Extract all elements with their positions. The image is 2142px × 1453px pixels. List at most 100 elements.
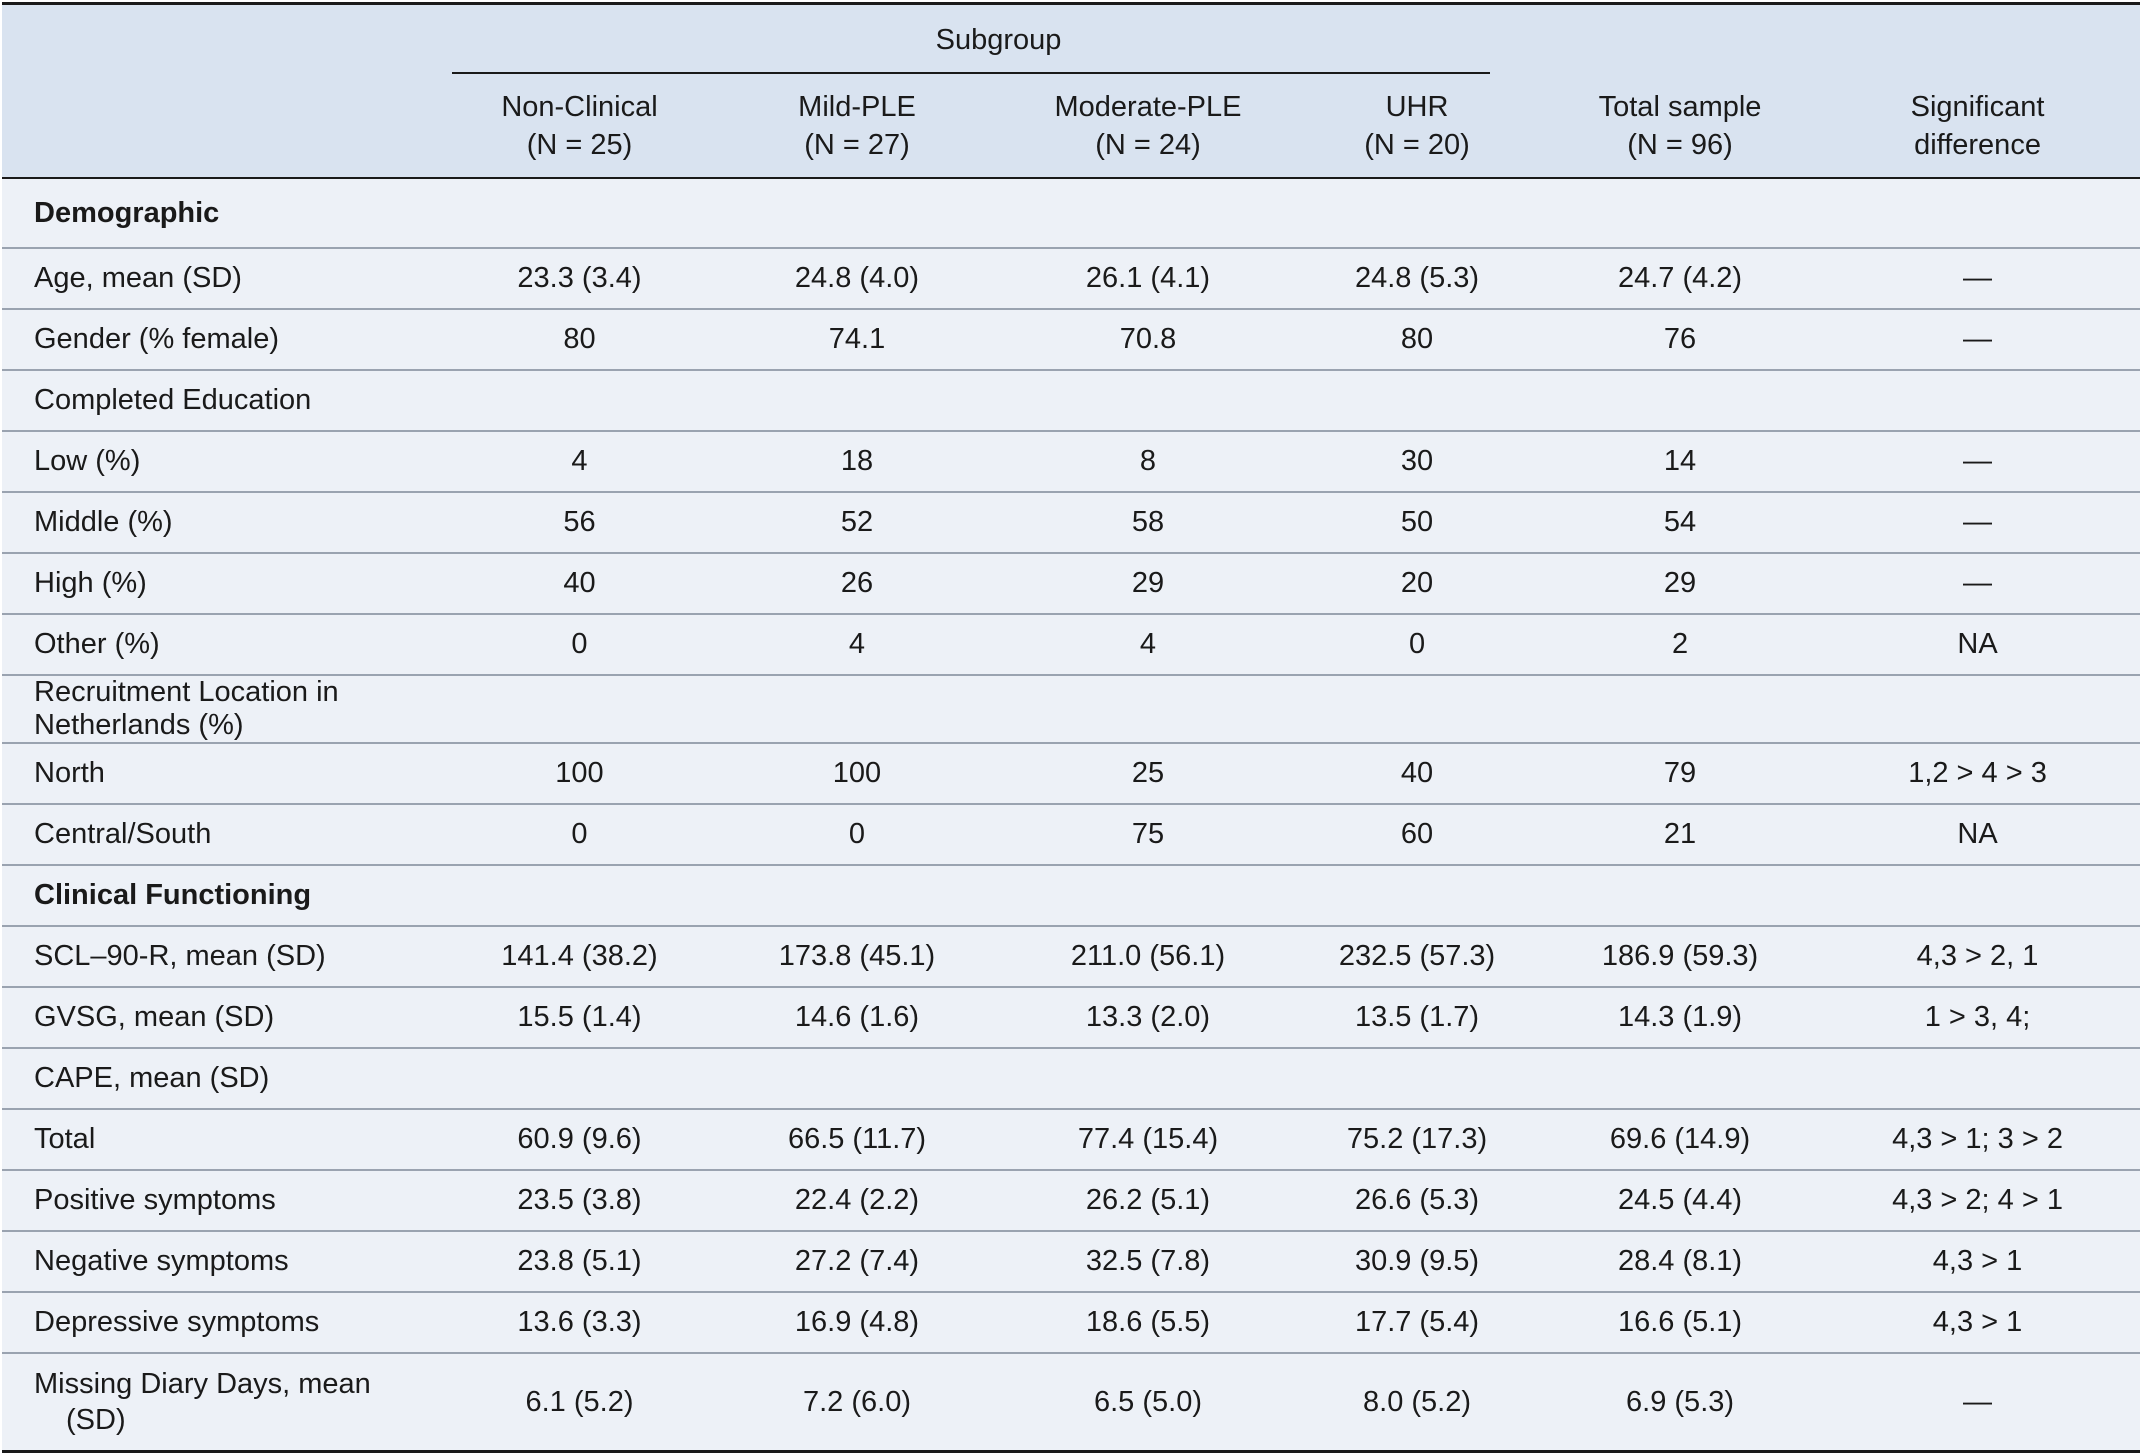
table-row: CAPE, mean (SD) <box>2 1048 2141 1110</box>
table-row: Missing Diary Days, mean (SD) 6.1 (5.2) 7.2… <box>2 1353 2141 1453</box>
column-header: UHR (N = 20) <box>1289 75 1546 179</box>
column-header-name: Mild-PLE <box>798 91 916 123</box>
table-row: Other (%) 0 4 4 0 2 NA <box>2 614 2141 676</box>
table-cell: 2 <box>1545 614 1816 676</box>
section-row: Demographic <box>2 178 2141 249</box>
row-label-cell: Recruitment Location in Netherlands (%) <box>2 675 452 744</box>
row-label: Total <box>34 1123 96 1155</box>
table-cell <box>1289 675 1546 744</box>
table-cell: 23.8 (5.1) <box>452 1231 707 1293</box>
table-cell: 173.8 (45.1) <box>707 926 1007 988</box>
table-cell: 0 <box>1289 614 1546 676</box>
table-cell: 13.6 (3.3) <box>452 1292 707 1354</box>
row-label-cell: Age, mean (SD) <box>2 248 452 310</box>
row-label-cell: Completed Education <box>2 370 452 432</box>
column-header-name: Significant <box>1910 91 2045 123</box>
table-cell <box>707 1048 1007 1110</box>
table-cell: — <box>1815 309 2141 371</box>
table-cell: 4 <box>707 614 1007 676</box>
row-label: Recruitment Location in Netherlands (%) <box>34 676 339 741</box>
table-cell: 4,3 > 2, 1 <box>1815 926 2141 988</box>
table-cell <box>1545 370 1816 432</box>
row-label: Middle (%) <box>34 506 173 538</box>
table-cell: 16.6 (5.1) <box>1545 1292 1816 1354</box>
column-header-n: (N = 20) <box>1364 129 1470 161</box>
table-cell: 100 <box>707 743 1007 805</box>
table-cell: — <box>1815 431 2141 493</box>
row-label-cell: Central/South <box>2 804 452 866</box>
table-cell: 32.5 (7.8) <box>1007 1231 1289 1293</box>
table-cell: 24.8 (5.3) <box>1289 248 1546 310</box>
row-label: Central/South <box>34 818 212 850</box>
table-row: GVSG, mean (SD) 15.5 (1.4) 14.6 (1.6) 13.3 … <box>2 987 2141 1049</box>
header-label-cell <box>2 75 452 179</box>
table-cell: 4 <box>1007 614 1289 676</box>
table-cell <box>1815 675 2141 744</box>
table-cell: 80 <box>452 309 707 371</box>
table-cell: 100 <box>452 743 707 805</box>
table-cell: NA <box>1815 614 2141 676</box>
table-cell: 56 <box>452 492 707 554</box>
table-row: North 100 100 25 40 79 1,2 > 4 > 3 <box>2 743 2141 805</box>
table-cell <box>1007 178 1289 249</box>
column-header-n: difference <box>1914 129 2041 161</box>
row-label-cell: High (%) <box>2 553 452 615</box>
table-cell <box>1289 1048 1546 1110</box>
row-label-cell: Positive symptoms <box>2 1170 452 1232</box>
subgroup-header: Subgroup <box>452 2 1546 75</box>
table-row: Age, mean (SD) 23.3 (3.4) 24.8 (4.0) 26.1 (… <box>2 248 2141 310</box>
table-cell: 141.4 (38.2) <box>452 926 707 988</box>
table-cell: 50 <box>1289 492 1546 554</box>
row-label: North <box>34 757 105 789</box>
table-cell: 7.2 (6.0) <box>707 1353 1007 1453</box>
table-cell: 58 <box>1007 492 1289 554</box>
table-cell <box>1815 370 2141 432</box>
table-cell: 25 <box>1007 743 1289 805</box>
row-label: Completed Education <box>34 384 312 416</box>
column-header-n: (N = 25) <box>526 129 633 161</box>
row-label-cell: Clinical Functioning <box>2 865 452 927</box>
table-row: Recruitment Location in Netherlands (%) <box>2 675 2141 744</box>
table-cell: 6.5 (5.0) <box>1007 1353 1289 1453</box>
table-cell <box>452 370 707 432</box>
table-cell <box>452 675 707 744</box>
table-cell: 26.2 (5.1) <box>1007 1170 1289 1232</box>
table-cell: 4,3 > 1 <box>1815 1231 2141 1293</box>
subgroup-label: Subgroup <box>935 23 1062 56</box>
table-cell <box>452 865 707 927</box>
header-spacer-sig <box>1815 2 2141 75</box>
table-cell: NA <box>1815 804 2141 866</box>
table-cell: 21 <box>1545 804 1816 866</box>
table-row: Completed Education <box>2 370 2141 432</box>
row-label: Demographic <box>34 196 220 229</box>
table-cell <box>1007 1048 1289 1110</box>
row-label-cell: Depressive symptoms <box>2 1292 452 1354</box>
table-cell: 4,3 > 1; 3 > 2 <box>1815 1109 2141 1171</box>
table-cell: 8 <box>1007 431 1289 493</box>
table-cell: 52 <box>707 492 1007 554</box>
table-cell: 6.1 (5.2) <box>452 1353 707 1453</box>
column-header-name: Moderate-PLE <box>1054 91 1242 123</box>
table-cell: 23.5 (3.8) <box>452 1170 707 1232</box>
row-label-cell: Missing Diary Days, mean (SD) <box>2 1353 452 1453</box>
table-cell: — <box>1815 248 2141 310</box>
table-cell: 14.6 (1.6) <box>707 987 1007 1049</box>
table-cell <box>707 370 1007 432</box>
table-cell: 24.5 (4.4) <box>1545 1170 1816 1232</box>
table-row: Depressive symptoms 13.6 (3.3) 16.9 (4.8) 1… <box>2 1292 2141 1354</box>
row-label-cell: Negative symptoms <box>2 1231 452 1293</box>
table-cell: — <box>1815 492 2141 554</box>
table-cell: 60.9 (9.6) <box>452 1109 707 1171</box>
column-header-name: Total sample <box>1598 91 1762 123</box>
table-cell: 69.6 (14.9) <box>1545 1109 1816 1171</box>
table-cell: 15.5 (1.4) <box>452 987 707 1049</box>
table-cell <box>707 865 1007 927</box>
table-cell: 0 <box>452 614 707 676</box>
column-header-n: (N = 96) <box>1627 129 1733 161</box>
table-row: Total 60.9 (9.6) 66.5 (11.7) 77.4 (15.4) 75.… <box>2 1109 2141 1171</box>
column-header-name: UHR <box>1385 91 1449 123</box>
column-header: Total sample (N = 96) <box>1545 75 1816 179</box>
table-cell: 30 <box>1289 431 1546 493</box>
table-cell: 1 > 3, 4; <box>1815 987 2141 1049</box>
table-cell <box>707 178 1007 249</box>
